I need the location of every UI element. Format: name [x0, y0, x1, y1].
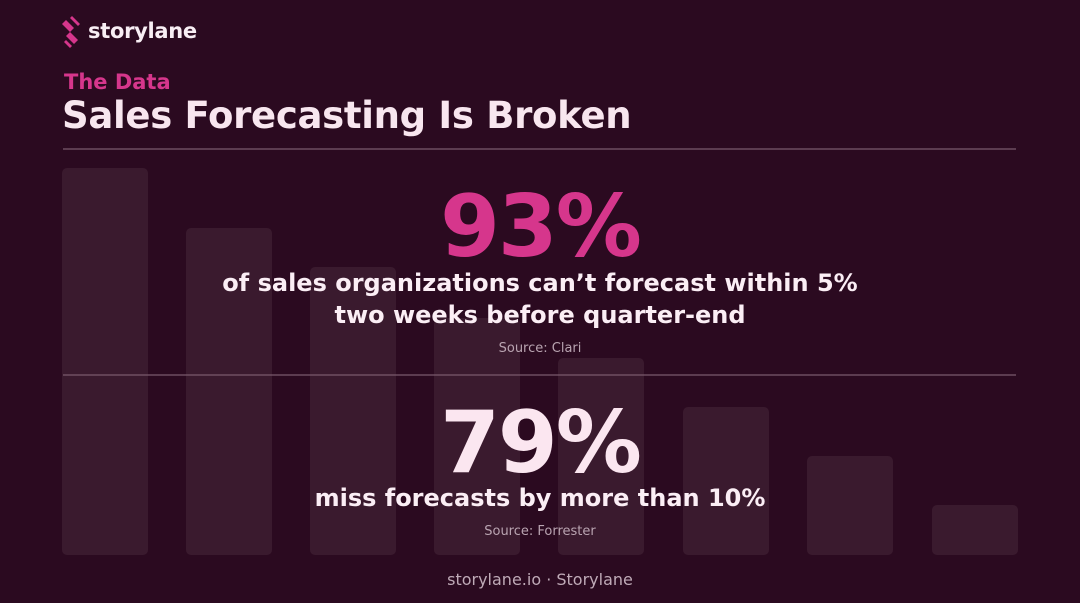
stat-figure: 79%: [440, 393, 642, 493]
logo-icon: [62, 16, 80, 48]
stat-source: Source: Clari: [498, 341, 582, 356]
brand: storylane: [88, 19, 197, 43]
stat-text: miss forecasts by more than 10%: [314, 484, 766, 512]
stat-text: of sales organizations can’t forecast wi…: [222, 269, 858, 297]
eyebrow: The Data: [64, 70, 171, 94]
title: Sales Forecasting Is Broken: [62, 94, 632, 137]
stat-text: two weeks before quarter-end: [334, 301, 746, 329]
stat-source: Source: Forrester: [484, 524, 596, 539]
stat-figure: 93%: [440, 177, 642, 277]
footer: storylane.io · Storylane: [447, 570, 633, 589]
